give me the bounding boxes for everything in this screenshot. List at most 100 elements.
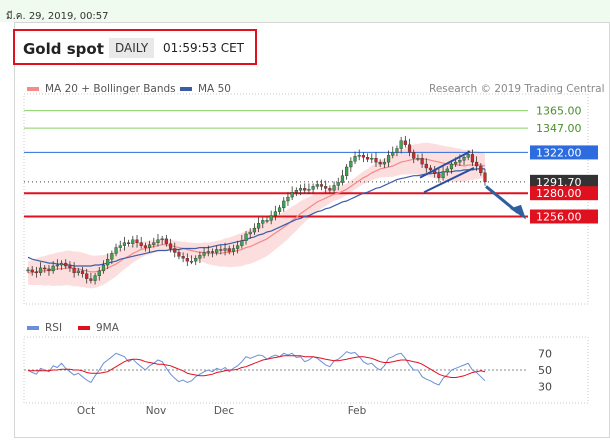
rsi-tick-label: 30 <box>538 381 552 394</box>
candle-body <box>286 196 290 202</box>
candle-body <box>72 267 76 274</box>
chart-header: Gold spot DAILY 01:59:53 CET <box>13 29 257 65</box>
legend-ma50-label: MA 50 <box>198 83 231 95</box>
candle-body <box>353 156 357 162</box>
x-tick-label: Nov <box>146 405 167 417</box>
candle-body <box>395 148 399 153</box>
candle-body <box>118 245 122 248</box>
candle-body <box>173 248 177 253</box>
rsi-tick-label: 70 <box>538 347 552 360</box>
candle-body <box>156 239 160 243</box>
candle-body <box>437 173 441 178</box>
candle-body <box>219 249 223 251</box>
candle-body <box>143 245 147 248</box>
candle-body <box>38 267 43 274</box>
candle-body <box>101 264 106 272</box>
candle-body <box>215 249 219 253</box>
legend-rsi-label: RSI <box>45 322 63 334</box>
candle-body <box>106 259 110 266</box>
candle-body <box>265 220 269 222</box>
candle-body <box>303 188 307 191</box>
candle-body <box>483 172 487 183</box>
level-label: 1291.70 <box>536 176 582 189</box>
candle-body <box>55 264 59 267</box>
candle-body <box>445 168 449 173</box>
candle-body <box>277 207 282 212</box>
candle-body <box>206 251 210 253</box>
candle-body <box>420 158 424 165</box>
candle-body <box>324 186 328 189</box>
candle-body <box>43 267 47 270</box>
rsi-tick-label: 50 <box>538 364 552 377</box>
candle-body <box>378 161 382 165</box>
candle-body <box>177 252 181 257</box>
candle-body <box>160 238 164 241</box>
candle-body <box>273 211 277 216</box>
candle-body <box>290 192 294 198</box>
candle-body <box>236 245 240 249</box>
bollinger-swatch <box>27 87 39 91</box>
candle-body <box>26 269 30 272</box>
candle-body <box>110 253 114 260</box>
candle-body <box>122 242 127 246</box>
candle-body <box>361 155 366 158</box>
credit-text: Research © 2019 Trading Central <box>429 83 605 95</box>
candle-body <box>80 270 85 274</box>
candle-body <box>332 185 336 191</box>
rsi-line <box>27 351 486 386</box>
legend-rsi: RSI <box>27 322 62 334</box>
interval-badge[interactable]: DAILY <box>109 38 155 58</box>
legend-ma50: MA 50 <box>180 83 231 95</box>
candle-body <box>462 157 466 161</box>
channel-upper <box>419 150 471 179</box>
candle-body <box>64 262 68 267</box>
candle-body <box>194 258 198 262</box>
candle-body <box>30 269 34 273</box>
candle-body <box>135 239 139 243</box>
candle-body <box>93 275 97 281</box>
channel-lower <box>423 167 475 194</box>
candle-body <box>386 155 391 163</box>
candle-body <box>202 252 206 256</box>
candle-body <box>370 158 374 160</box>
level-label-box <box>530 186 598 201</box>
candle-body <box>470 154 475 163</box>
candle-body <box>349 160 353 168</box>
candle-body <box>89 278 93 281</box>
candle-body <box>328 188 332 191</box>
candle-body <box>164 238 168 244</box>
candle-body <box>479 165 483 174</box>
level-label: 1347.00 <box>536 122 582 135</box>
candle-body <box>248 231 252 235</box>
candle-body <box>407 144 412 153</box>
rsi-ma9-line <box>28 355 486 378</box>
candle-body <box>441 171 445 178</box>
chart-time: 01:59:53 CET <box>163 41 244 55</box>
candle-body <box>152 242 156 245</box>
candle-body <box>227 248 231 252</box>
x-tick-label: Oct <box>77 405 95 417</box>
candle-body <box>252 227 257 233</box>
candle-body <box>311 186 315 190</box>
candle-body <box>466 154 470 158</box>
candle-body <box>114 247 118 254</box>
candle-body <box>139 242 143 246</box>
candle-body <box>345 166 349 176</box>
candle-body <box>59 262 64 266</box>
level-label-box <box>530 174 598 189</box>
candle-body <box>315 184 319 187</box>
ma50-line <box>27 168 485 267</box>
candle-body <box>454 161 458 165</box>
candle-body <box>399 140 403 149</box>
ma50-swatch <box>180 87 192 91</box>
candle-body <box>210 251 215 253</box>
candle-body <box>223 248 227 251</box>
candle-body <box>34 271 38 274</box>
candle-body <box>374 158 378 163</box>
chart-panel <box>14 22 610 438</box>
candle-body <box>127 242 131 244</box>
candle-body <box>198 255 202 259</box>
level-label-box <box>530 145 598 160</box>
candle-body <box>307 189 311 191</box>
